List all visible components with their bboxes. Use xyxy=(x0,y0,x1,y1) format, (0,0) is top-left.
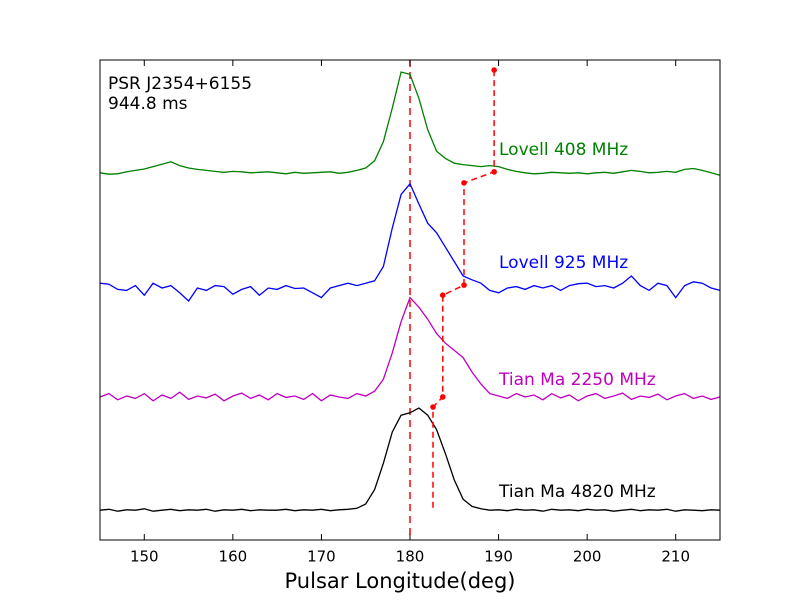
legend-label: Lovell 925 MHz xyxy=(499,253,628,273)
profile-line xyxy=(99,71,721,176)
drift-point xyxy=(491,169,497,175)
x-tick-label: 170 xyxy=(307,548,336,566)
drift-point xyxy=(491,67,497,73)
drift-point xyxy=(430,404,436,410)
x-tick-label: 210 xyxy=(661,548,690,566)
annotation: 944.8 ms xyxy=(108,94,188,114)
drift-point xyxy=(461,180,467,186)
drift-point xyxy=(461,282,467,288)
profile-line xyxy=(99,182,721,302)
profile-line xyxy=(99,407,721,512)
x-tick-label: 200 xyxy=(573,548,602,566)
x-tick-label: 160 xyxy=(219,548,248,566)
drift-point xyxy=(439,394,446,400)
annotation: PSR J2354+6155 xyxy=(108,74,252,94)
legend-label: Lovell 408 MHz xyxy=(499,140,628,160)
x-tick-label: 190 xyxy=(484,548,513,566)
drift-point xyxy=(439,292,446,299)
legend-label: Tian Ma 4820 MHz xyxy=(498,482,656,502)
profile-line xyxy=(99,296,721,402)
x-tick-label: 180 xyxy=(396,548,425,566)
x-tick-label: 150 xyxy=(130,548,159,566)
legend-label: Tian Ma 2250 MHz xyxy=(498,370,656,390)
x-axis-label: Pulsar Longitude(deg) xyxy=(285,569,516,593)
